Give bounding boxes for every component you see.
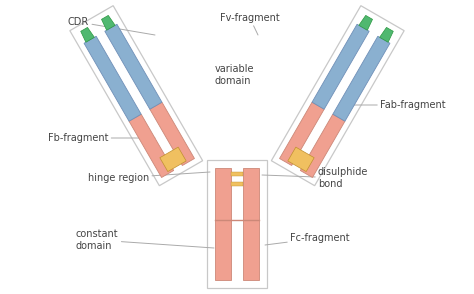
Polygon shape	[105, 24, 162, 109]
Polygon shape	[160, 147, 186, 172]
Polygon shape	[288, 147, 314, 172]
Polygon shape	[301, 114, 345, 178]
Text: CDR: CDR	[68, 17, 155, 35]
Polygon shape	[150, 102, 194, 166]
Text: Fb-fragment: Fb-fragment	[48, 133, 155, 143]
Text: Fab-fragment: Fab-fragment	[340, 100, 446, 110]
Bar	[243, 168, 259, 280]
Text: hinge region: hinge region	[88, 172, 210, 183]
Text: Fc-fragment: Fc-fragment	[265, 233, 350, 245]
Polygon shape	[333, 36, 390, 121]
Text: disulphide
bond: disulphide bond	[262, 167, 368, 189]
Text: constant
domain: constant domain	[76, 229, 214, 251]
Bar	[215, 168, 231, 280]
Text: Fv-fragment: Fv-fragment	[220, 13, 280, 35]
Polygon shape	[129, 114, 173, 178]
Bar	[231, 172, 243, 176]
Polygon shape	[380, 27, 393, 42]
Bar	[231, 182, 243, 186]
Polygon shape	[359, 15, 373, 30]
Polygon shape	[312, 24, 369, 109]
Polygon shape	[101, 15, 115, 30]
Polygon shape	[81, 27, 94, 42]
Text: variable
domain: variable domain	[215, 64, 255, 86]
Polygon shape	[84, 36, 141, 121]
Polygon shape	[280, 102, 324, 166]
